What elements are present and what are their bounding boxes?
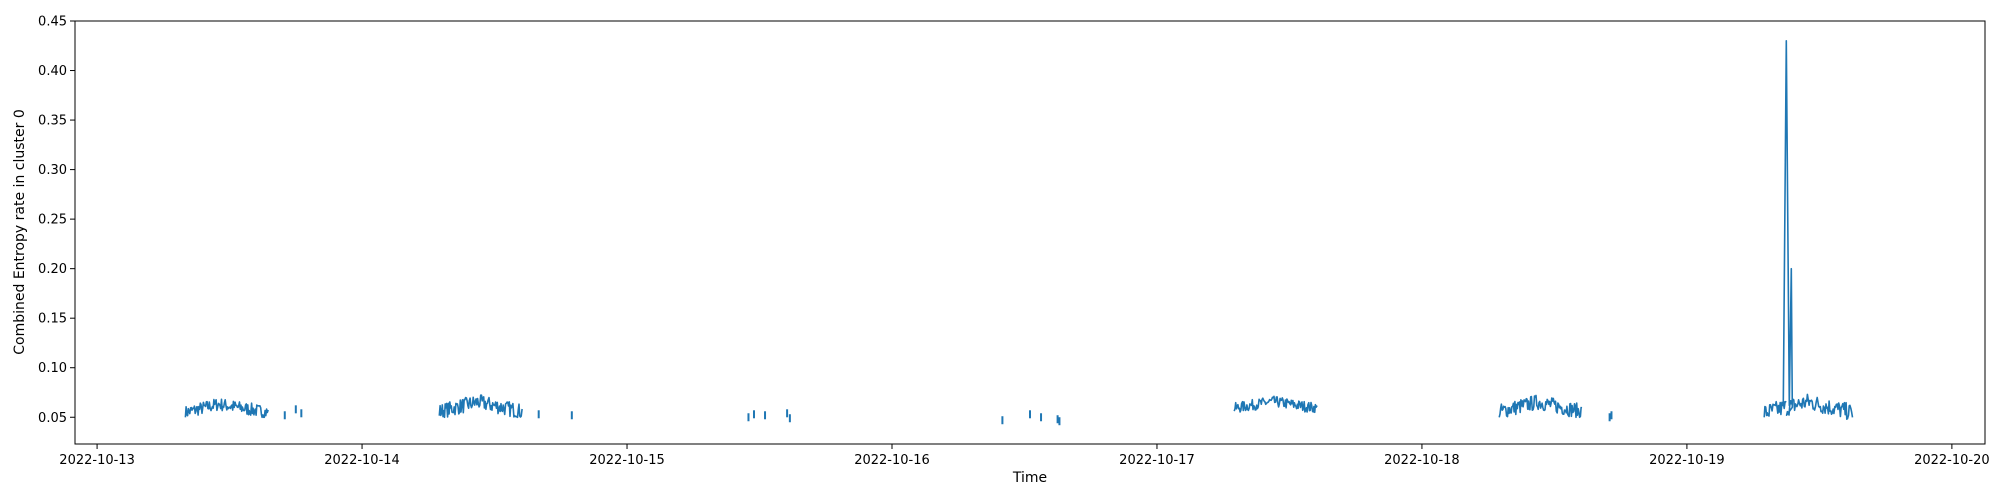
- x-tick-label: 2022-10-18: [1384, 453, 1460, 468]
- y-axis: 0.05 0.10 0.15 0.20 0.25 0.30 0.35 0.40 0.45: [38, 15, 75, 426]
- series-line-segment: [1763, 40, 1854, 420]
- y-tick-label: 0.35: [38, 114, 67, 129]
- y-tick-label: 0.10: [38, 361, 67, 376]
- series-line-segment: [438, 394, 523, 419]
- series-group: [184, 40, 1854, 426]
- data-point: [1040, 413, 1043, 422]
- x-axis-label: Time: [1012, 470, 1047, 486]
- data-point: [752, 410, 755, 419]
- y-tick-label: 0.30: [38, 163, 67, 178]
- y-tick-label: 0.20: [38, 262, 67, 277]
- data-point: [1610, 411, 1613, 420]
- x-axis: 2022-10-13 2022-10-14 2022-10-15 2022-10-16…: [59, 444, 1990, 468]
- data-point: [1029, 410, 1031, 419]
- x-tick-label: 2022-10-19: [1649, 453, 1725, 468]
- series-line-segment: [184, 398, 269, 419]
- data-point: [786, 409, 789, 418]
- data-point: [1058, 417, 1061, 426]
- data-point: [300, 409, 303, 418]
- y-tick-label: 0.25: [38, 213, 67, 228]
- y-tick-label: 0.05: [38, 411, 67, 426]
- data-point: [294, 405, 297, 414]
- plot-frame: [74, 20, 1986, 445]
- plot-area: [75, 21, 1985, 444]
- series-line-segment: [1498, 394, 1583, 419]
- data-point: [283, 411, 286, 420]
- y-tick-label: 0.40: [38, 64, 67, 79]
- data-point: [1056, 415, 1059, 424]
- data-point: [747, 413, 750, 422]
- data-point: [1608, 413, 1611, 422]
- x-tick-label: 2022-10-13: [59, 453, 135, 468]
- x-tick-label: 2022-10-15: [589, 453, 665, 468]
- data-point: [764, 411, 767, 420]
- x-tick-label: 2022-10-14: [324, 453, 400, 468]
- data-point: [1001, 416, 1004, 425]
- x-tick-label: 2022-10-17: [1119, 453, 1195, 468]
- y-axis-label: Combined Entropy rate in cluster 0: [12, 109, 28, 355]
- x-tick-label: 2022-10-20: [1914, 453, 1990, 468]
- series-line-segment: [1233, 395, 1318, 414]
- data-point: [537, 410, 540, 419]
- y-tick-label: 0.15: [38, 312, 67, 327]
- plot-background: [75, 21, 1985, 444]
- y-tick-label: 0.45: [38, 15, 67, 30]
- x-tick-label: 2022-10-16: [854, 453, 930, 468]
- data-point: [570, 411, 573, 420]
- data-point: [788, 414, 791, 423]
